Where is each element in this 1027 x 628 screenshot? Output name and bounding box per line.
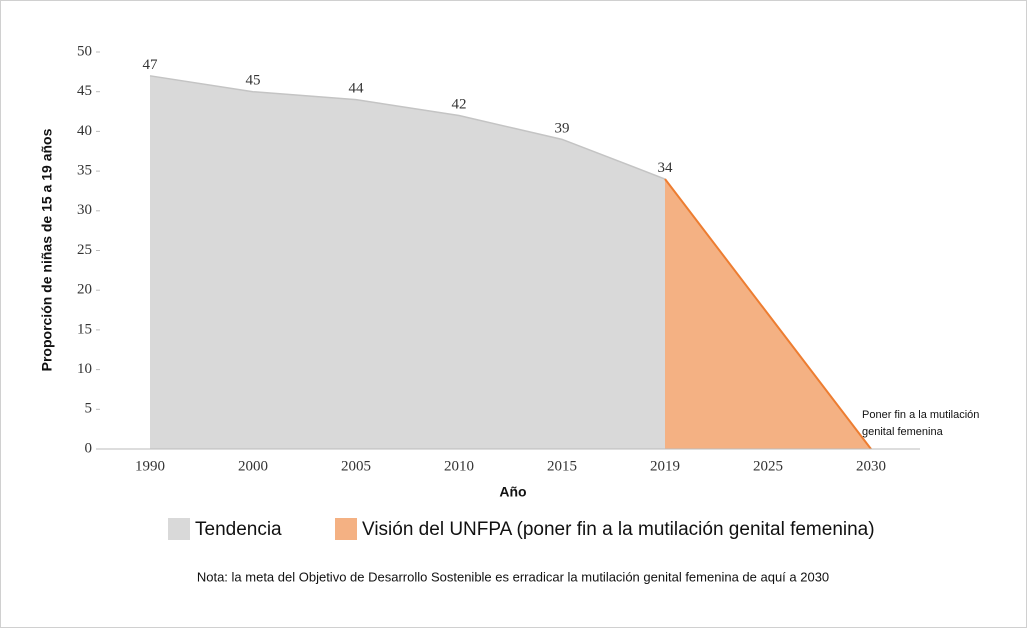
note: Nota: la meta del Objetivo de Desarrollo… bbox=[197, 569, 829, 584]
legend-swatch bbox=[335, 518, 357, 540]
y-tick-label: 15 bbox=[77, 321, 92, 337]
x-tick-label: 2025 bbox=[753, 458, 783, 474]
y-tick-label: 10 bbox=[77, 361, 92, 377]
y-tick-label: 30 bbox=[77, 202, 92, 218]
data-label: 45 bbox=[246, 73, 261, 89]
legend-label: Visión del UNFPA (poner fin a la mutilac… bbox=[362, 519, 875, 540]
area bbox=[150, 75, 665, 449]
x-tick-label: 1990 bbox=[135, 458, 165, 474]
data-label: 47 bbox=[143, 57, 159, 73]
x-tick-label: 2030 bbox=[856, 458, 886, 474]
line bbox=[149, 75, 666, 180]
y-tick-label: 25 bbox=[77, 242, 92, 258]
x-tick-label: 2005 bbox=[341, 458, 371, 474]
y-tick-label: 5 bbox=[85, 401, 93, 417]
x-tick-label: 2010 bbox=[444, 458, 474, 474]
annotation: Poner fin a la mutilación genital femeni… bbox=[862, 409, 980, 438]
data-label: 42 bbox=[452, 97, 467, 113]
y-tick-label: 35 bbox=[77, 163, 92, 179]
data-label: 34 bbox=[658, 160, 674, 176]
data-label: 39 bbox=[555, 120, 570, 136]
y-tick-label: 40 bbox=[77, 123, 92, 139]
y-tick-label: 50 bbox=[77, 43, 92, 59]
data-label: 44 bbox=[349, 81, 365, 97]
y-tick-label: 0 bbox=[85, 440, 93, 456]
line bbox=[664, 178, 872, 450]
y-tick-label: 20 bbox=[77, 282, 92, 298]
x-tick-label: 2000 bbox=[238, 458, 268, 474]
legend-label: Tendencia bbox=[195, 519, 282, 540]
y-tick-label: 45 bbox=[77, 83, 92, 99]
y-axis-label: Proporción de niñas de 15 a 19 años bbox=[39, 128, 55, 371]
x-tick-label: 2015 bbox=[547, 458, 577, 474]
x-tick-label: 2019 bbox=[650, 458, 680, 474]
legend-swatch bbox=[168, 518, 190, 540]
x-axis-label: Año bbox=[499, 484, 526, 500]
